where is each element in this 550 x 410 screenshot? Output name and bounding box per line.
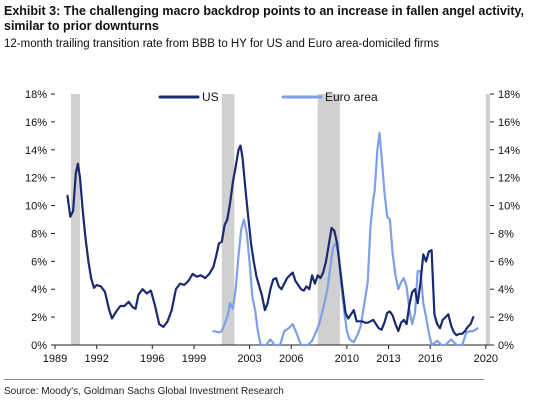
y-tick-label-right: 8% [498,228,514,240]
x-tick-label: 1999 [182,353,206,365]
x-tick-label: 1989 [43,353,67,365]
y-tick-label-right: 14% [498,145,520,157]
y-tick-label-right: 18% [498,89,520,101]
x-tick-label: 2016 [418,353,442,365]
series-line-euro-area [212,131,479,347]
x-tick-label: 1992 [84,353,108,365]
recession-band-3 [485,94,490,345]
chart-title: Exhibit 3: The challenging macro backdro… [4,4,525,33]
x-tick-label: 2003 [237,353,261,365]
legend-label-us: US [202,90,219,104]
y-tick-label-right: 6% [498,256,514,268]
y-tick-label-left: 10% [25,201,47,213]
y-tick-label-left: 4% [31,284,47,296]
x-tick-label: 2006 [279,353,303,365]
y-tick-label-right: 2% [498,312,514,324]
y-tick-label-left: 16% [25,117,47,129]
y-tick-label-right: 16% [498,117,520,129]
y-tick-label-left: 2% [31,312,47,324]
y-tick-label-right: 12% [498,173,520,185]
legend: US Euro area [158,90,378,104]
fallen-angel-line-chart: 0% 0% 2% 2% 4% 4% 6% 6% 8% 8% 10% 10% 12% 12% 14% 14% 16… [25,89,520,365]
y-tick-label-left: 0% [31,340,47,352]
x-tick-label: 1996 [140,353,164,365]
axes: 0% 0% 2% 2% 4% 4% 6% 6% 8% 8% 10% 10% 12% 12% 14% 14% 16… [25,89,520,365]
y-tick-label-left: 6% [31,256,47,268]
x-tick-label: 2010 [335,353,359,365]
y-tick-label-right: 10% [498,201,520,213]
chart-source: Source: Moody's, Goldman Sachs Global In… [4,386,284,397]
recession-band-0 [70,94,81,345]
source-divider [4,379,484,380]
y-tick-label-right: 0% [498,340,514,352]
series-line-us [66,144,475,337]
y-tick-label-left: 14% [25,145,47,157]
y-tick-label-left: 12% [25,173,47,185]
y-tick-label-left: 8% [31,228,47,240]
chart-subtitle: 12-month trailing transition rate from B… [4,38,440,50]
y-tick-label-right: 4% [498,284,514,296]
x-tick-label: 2020 [474,353,498,365]
recession-band-2 [317,94,340,345]
x-tick-label: 2013 [376,353,400,365]
series-lines [66,131,479,347]
legend-label-euro-area: Euro area [325,90,378,104]
y-tick-label-left: 18% [25,89,47,101]
